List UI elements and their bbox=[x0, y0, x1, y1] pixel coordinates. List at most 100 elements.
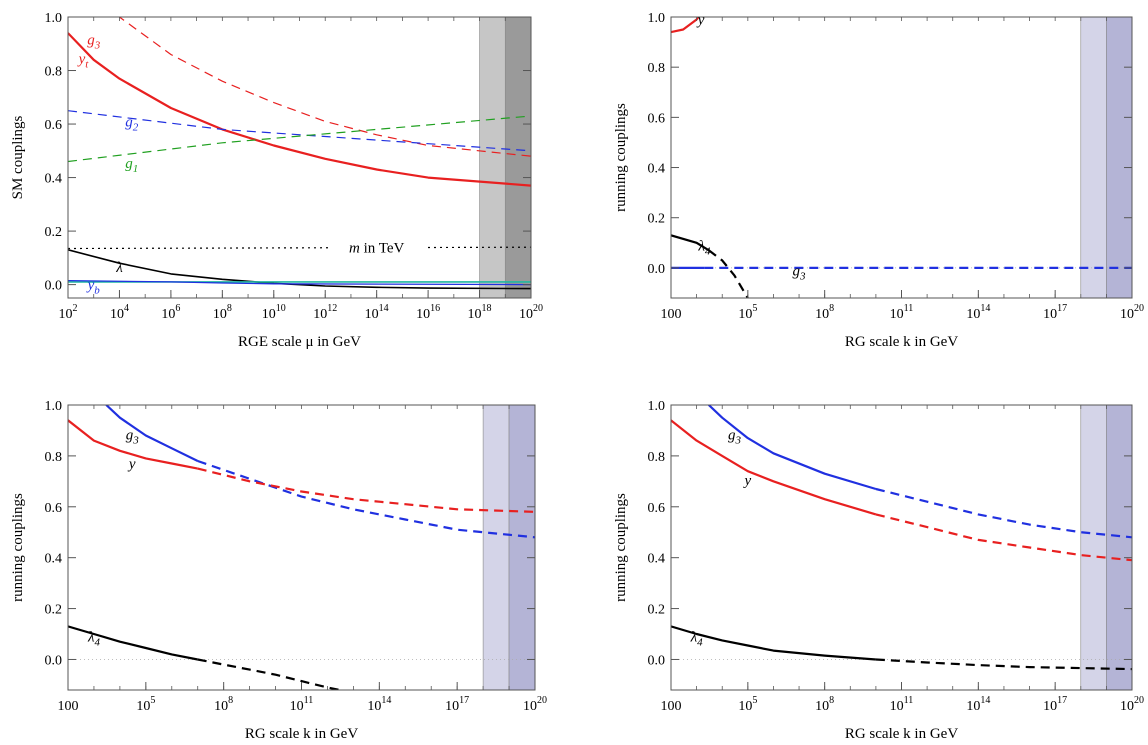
y-tick-label: 0.0 bbox=[45, 653, 63, 668]
shaded-band-1 bbox=[479, 16, 506, 299]
shaded-band-1 bbox=[482, 404, 510, 691]
y-tick-label: 0.4 bbox=[648, 552, 666, 567]
y-tick-label: 0.0 bbox=[648, 262, 666, 277]
series-line-1 bbox=[671, 17, 700, 34]
y-axis-label: running couplings bbox=[613, 103, 629, 212]
plot-frame bbox=[67, 16, 532, 299]
plot-frame bbox=[670, 16, 1133, 299]
curve-label: g3 bbox=[793, 263, 807, 282]
x-tick-label: 1011 bbox=[890, 303, 914, 322]
curve-label: y bbox=[696, 13, 705, 29]
series-line-6 bbox=[197, 658, 341, 690]
curve-label: λ4 bbox=[697, 238, 711, 257]
y-tick-label: 0.8 bbox=[648, 61, 666, 76]
curve-label: g3 bbox=[728, 427, 742, 446]
y-tick-label: 0.2 bbox=[648, 603, 666, 618]
x-tick-label: 105 bbox=[136, 695, 155, 714]
x-tick-label: 100 bbox=[661, 699, 682, 714]
x-tick-label: 1016 bbox=[416, 303, 440, 322]
series-line-2 bbox=[68, 32, 531, 187]
x-tick-label: 1010 bbox=[262, 303, 286, 322]
y-tick-label: 0.6 bbox=[648, 111, 666, 126]
series-line-5 bbox=[671, 625, 876, 661]
y-tick-label: 0.6 bbox=[45, 501, 63, 516]
x-axis-label: RG scale k in GeV bbox=[845, 334, 958, 350]
series-line-6 bbox=[68, 249, 531, 290]
label-backdrop bbox=[328, 237, 425, 256]
series-line-2 bbox=[875, 487, 1132, 539]
curve-label: y bbox=[127, 457, 136, 473]
x-tick-label: 105 bbox=[738, 695, 757, 714]
y-tick-label: 0.6 bbox=[45, 118, 63, 133]
y-tick-label: 0.8 bbox=[45, 450, 63, 465]
x-tick-label: 1012 bbox=[313, 303, 337, 322]
x-tick-label: 104 bbox=[110, 303, 129, 322]
series-line-3 bbox=[68, 110, 531, 152]
curve-label: g3 bbox=[87, 33, 101, 52]
x-tick-label: 1017 bbox=[1043, 303, 1067, 322]
curve-label: λ4 bbox=[690, 630, 704, 649]
chart-panel-4: 100 105 108 1011 1014 1017 1020 0.0 0.2 0.4 0.6 0.8… bbox=[613, 399, 1144, 742]
x-axis-label: RGE scale μ in GeV bbox=[238, 334, 361, 350]
x-tick-label: 1014 bbox=[367, 695, 391, 714]
x-tick-label: 105 bbox=[738, 303, 757, 322]
series-line-1 bbox=[118, 17, 531, 157]
y-tick-label: 0.4 bbox=[45, 552, 63, 567]
y-tick-label: 0.0 bbox=[45, 279, 63, 294]
x-tick-label: 1014 bbox=[365, 303, 389, 322]
x-tick-label: 1020 bbox=[523, 695, 547, 714]
x-tick-label: 108 bbox=[213, 303, 232, 322]
x-tick-label: 106 bbox=[161, 303, 180, 322]
curve-label: y bbox=[742, 473, 751, 489]
x-tick-label: 1020 bbox=[1120, 303, 1144, 322]
y-tick-label: 0.8 bbox=[45, 65, 63, 80]
y-tick-label: 0.2 bbox=[648, 212, 666, 227]
curve-label: yt bbox=[77, 51, 90, 70]
x-tick-label: 1017 bbox=[1043, 695, 1067, 714]
chart-panel-3: 100 105 108 1011 1014 1017 1020 0.0 0.2 0.4 0.6 0.8… bbox=[10, 399, 547, 742]
y-tick-label: 1.0 bbox=[648, 399, 666, 414]
shaded-band-2 bbox=[504, 16, 532, 299]
shaded-band-1 bbox=[1080, 16, 1107, 299]
curve-label: λ bbox=[115, 260, 123, 276]
x-tick-label: 1017 bbox=[445, 695, 469, 714]
x-tick-label: 100 bbox=[58, 699, 79, 714]
series-line-8 bbox=[68, 279, 531, 286]
x-tick-label: 100 bbox=[661, 307, 682, 322]
x-axis-label: RG scale k in GeV bbox=[845, 726, 958, 742]
x-tick-label: 1014 bbox=[966, 303, 990, 322]
curve-label: g2 bbox=[125, 114, 139, 133]
x-tick-label: 1020 bbox=[1120, 695, 1144, 714]
y-axis-label: running couplings bbox=[10, 493, 26, 602]
shaded-band-1 bbox=[1080, 404, 1107, 691]
y-tick-label: 1.0 bbox=[648, 11, 666, 26]
series-line-1 bbox=[708, 405, 877, 491]
y-tick-label: 0.6 bbox=[648, 501, 666, 516]
series-line-3 bbox=[68, 419, 198, 470]
y-tick-label: 1.0 bbox=[45, 11, 63, 26]
curve-label: yb bbox=[86, 278, 101, 297]
curve-label: λ4 bbox=[87, 630, 101, 649]
y-tick-label: 0.4 bbox=[45, 172, 63, 187]
y-tick-label: 0.4 bbox=[648, 162, 666, 177]
x-tick-label: 1011 bbox=[290, 695, 314, 714]
y-axis-label: running couplings bbox=[613, 493, 629, 602]
x-tick-label: 108 bbox=[815, 695, 834, 714]
y-axis-label: SM couplings bbox=[10, 115, 26, 199]
series-line-4 bbox=[68, 115, 531, 163]
curve-label: m in TeV bbox=[349, 241, 405, 257]
x-tick-label: 108 bbox=[214, 695, 233, 714]
y-tick-label: 0.0 bbox=[648, 653, 666, 668]
y-tick-label: 0.8 bbox=[648, 450, 666, 465]
y-tick-label: 0.2 bbox=[45, 603, 63, 618]
shaded-band-2 bbox=[1106, 404, 1133, 691]
y-tick-label: 0.2 bbox=[45, 225, 63, 240]
series-line-3 bbox=[708, 249, 749, 298]
plot-frame bbox=[67, 404, 536, 691]
x-tick-label: 1018 bbox=[468, 303, 492, 322]
chart-panel-1: 102 104 106 108 1010 1012 1014 1016 1018 1020 0.0 0… bbox=[10, 11, 543, 350]
series-line-5 bbox=[68, 625, 198, 661]
y-tick-label: 1.0 bbox=[45, 399, 63, 414]
series-line-4 bbox=[875, 513, 1132, 562]
